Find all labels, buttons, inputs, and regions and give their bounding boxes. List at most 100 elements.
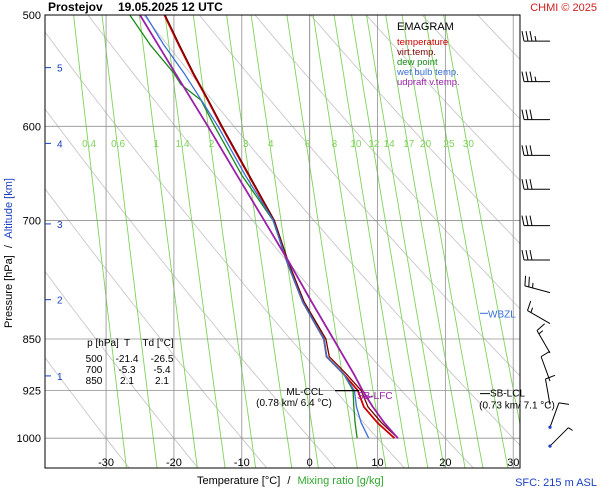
wind-barb-half-feather (534, 76, 537, 82)
wind-barb-staff (527, 310, 551, 324)
mixing-ratio-line (164, 15, 226, 468)
table-cell: 500 (86, 354, 103, 365)
x-axis-sep: / (287, 475, 291, 487)
wind-barb-feather (529, 109, 533, 120)
mixing-ratio-line (366, 15, 445, 468)
dry-adiabats (45, 3, 600, 474)
temperature-tick-label: 10 (371, 457, 383, 469)
temperature-tick-label: 30 (507, 457, 519, 469)
wind-barb-feather (521, 71, 525, 82)
mixing-ratio-label: 3 (243, 139, 249, 150)
mixing-ratio-line (351, 15, 429, 468)
wind-barb-feather (525, 179, 529, 190)
wind-barb (548, 402, 570, 429)
profile-line (144, 15, 370, 439)
wind-barb-feather (529, 215, 533, 226)
wind-barb-staff (549, 402, 560, 428)
mixing-ratio-label: 20 (420, 139, 432, 150)
y-axis-sep: / (3, 244, 15, 248)
temperature-axis: -30 -20 -10 0 10 20 30 (98, 457, 519, 469)
wind-barb-feather (529, 179, 533, 190)
mixing-ratio-line (424, 15, 509, 468)
wind-barb-feather (525, 145, 529, 156)
credit: CHMI © 2025 (530, 2, 597, 14)
wind-barb-feather (525, 71, 529, 82)
table-cell: 2.1 (155, 376, 169, 387)
wind-barb (540, 350, 551, 382)
wind-barb-feather (529, 145, 533, 156)
legend-item: dew point (397, 57, 438, 68)
mixing-ratio-label: 0.4 (82, 139, 96, 150)
wind-barb (521, 30, 550, 42)
mixing-ratio-line (73, 15, 127, 468)
wind-barb-feather (521, 215, 525, 226)
level-annotations (335, 390, 373, 398)
dry-adiabat-line (45, 108, 337, 468)
y-axis-label: Pressure [hPa] (3, 255, 15, 328)
mixing-ratio-label: 0.6 (111, 139, 125, 150)
wind-barb (521, 145, 550, 156)
wind-barb-base (548, 444, 552, 448)
altitude-tick-label: 2 (57, 296, 63, 307)
x-axis-title: Temperature [°C] / Mixing ratio [g/kg] (197, 475, 384, 487)
wind-barb (544, 374, 556, 405)
dry-adiabat-line (577, 3, 600, 474)
datetime: 19.05.2025 12 UTC (118, 0, 223, 14)
wind-barb-half-feather (534, 35, 537, 42)
x-axis-label2: Mixing ratio [g/kg] (297, 475, 383, 487)
station-name: Prostejov (48, 0, 103, 14)
table-header: Td [°C] (142, 338, 173, 349)
temperature-tick-label: -20 (166, 457, 182, 469)
wind-barb-staff (549, 427, 569, 447)
mixing-ratio-label: 6 (305, 139, 311, 150)
wind-barb-staff (536, 330, 551, 354)
wind-barb-feather (525, 249, 529, 261)
y-axis-label2: Altitude [km] (3, 178, 15, 239)
wind-barb (527, 300, 551, 324)
pressure-axis: 500 600 700 850 925 1000 (17, 10, 41, 445)
pressure-tick-label: 500 (23, 10, 41, 22)
wind-barb-feather (525, 30, 529, 42)
wind-barb-feather (540, 350, 551, 358)
pressure-tick-label: 600 (23, 121, 41, 133)
mixing-ratio-label: 2 (209, 139, 215, 150)
mixing-ratio-line (286, 15, 358, 468)
plot-frame (44, 14, 521, 469)
wind-barb-half-feather (530, 307, 534, 313)
wind-barb-staff (524, 285, 551, 294)
mixing-ratio-labels: 0.4 0.6 1 1.4 2 3 4 6 8 10 12 14 17 20 25 30 (82, 139, 474, 150)
sb-lcl-detail: (0.73 km/ 7.1 °C) (479, 401, 555, 412)
altitude-tick-label: 3 (57, 220, 63, 231)
mixing-ratio-line (101, 15, 158, 468)
dry-adiabat-line (45, 270, 199, 468)
wind-barb-feather (525, 215, 529, 226)
profile-line (164, 15, 399, 439)
wind-barb (536, 323, 551, 354)
wind-barb-half-feather (568, 427, 573, 431)
wind-barb (521, 109, 550, 121)
mixing-ratio-line (192, 15, 257, 468)
mixing-ratio-label: 10 (350, 139, 362, 150)
legend-item: virt.temp. (397, 47, 436, 58)
wind-barb-base (548, 425, 552, 429)
altitude-tick-label: 1 (57, 372, 63, 383)
wind-barb-feather (545, 374, 556, 380)
mixing-ratio-line (385, 15, 466, 468)
mixing-ratio-label: 4 (268, 139, 274, 150)
table-cell: -21.4 (116, 354, 139, 365)
table-cell: -5.4 (153, 365, 171, 376)
table-header: T (124, 338, 130, 349)
profile-line (139, 15, 399, 439)
dry-adiabat-line (310, 15, 520, 245)
pressure-tick-label: 700 (23, 215, 41, 227)
legend-item: temperature (397, 37, 448, 48)
mixing-ratio-label: 14 (384, 139, 396, 150)
mixing-ratio-line (401, 15, 484, 468)
profiles (129, 15, 399, 439)
dry-adiabat-line (143, 15, 520, 446)
pressure-tick-label: 850 (23, 334, 41, 346)
annotation-labels: ML-CCL(0.78 km/ 6.4 °C) SB-LFC SB-LCL(0.73… (256, 309, 555, 411)
wind-barb-feather (528, 276, 530, 287)
legend-item: wet bulb temp. (396, 67, 459, 78)
mixing-ratio-label: 30 (463, 139, 475, 150)
